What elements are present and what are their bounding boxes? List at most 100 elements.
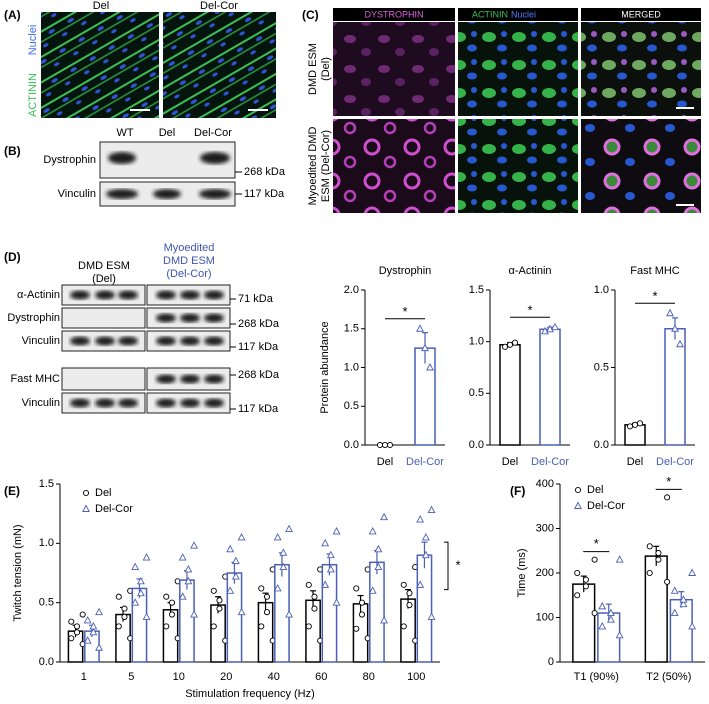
data-point xyxy=(406,590,413,597)
data-point xyxy=(190,610,199,618)
band xyxy=(95,398,115,408)
data-point xyxy=(305,581,312,588)
bar xyxy=(274,563,290,663)
y-tick-label: 0.0 xyxy=(469,439,484,451)
data-point xyxy=(136,576,145,585)
size-label: 268 kDa xyxy=(238,318,280,330)
data-point xyxy=(311,593,318,600)
x-tick-label: Del xyxy=(627,456,644,468)
data-point xyxy=(598,601,607,610)
column-label: Del-Cor xyxy=(200,0,238,12)
data-point xyxy=(237,532,246,541)
data-point xyxy=(606,615,615,623)
data-point xyxy=(676,339,684,348)
band xyxy=(153,189,181,199)
legend-marker: 117 kDa xyxy=(238,403,279,415)
data-point xyxy=(226,544,235,553)
data-point xyxy=(368,586,377,594)
data-point xyxy=(89,627,98,636)
significance-label: * xyxy=(527,303,532,318)
band xyxy=(200,152,230,164)
band xyxy=(70,290,90,300)
data-point xyxy=(631,421,639,428)
y-tick-label: 0.0 xyxy=(39,656,54,668)
significance-label: * xyxy=(594,536,599,551)
bar xyxy=(369,561,385,663)
band xyxy=(180,313,200,323)
legend-label: Del xyxy=(95,487,112,499)
y-tick-label: 1.0 xyxy=(469,336,484,348)
x-tick-label: 40 xyxy=(268,671,280,683)
header-bar xyxy=(333,8,455,21)
blot xyxy=(61,367,146,391)
panel-label: (B) xyxy=(4,144,21,158)
data-point xyxy=(670,608,679,616)
data-point xyxy=(664,578,671,585)
data-point xyxy=(326,564,335,573)
data-point xyxy=(142,553,151,561)
x-tick-label: Del-Cor xyxy=(656,456,694,468)
band xyxy=(204,313,224,323)
data-point xyxy=(216,605,223,612)
y-tick-label: 0.5 xyxy=(39,597,54,609)
data-point xyxy=(664,494,671,501)
band xyxy=(118,336,138,346)
data-point xyxy=(95,643,104,651)
data-point xyxy=(121,613,128,620)
bar xyxy=(539,328,561,446)
data-point xyxy=(626,423,634,430)
data-point xyxy=(210,623,217,630)
y-tick-label: 0.0 xyxy=(344,439,359,451)
y-tick-label: 1.0 xyxy=(39,537,54,549)
data-point xyxy=(688,621,697,630)
panel-label: (A) xyxy=(4,8,21,22)
chart-title: Dystrophin xyxy=(379,265,432,277)
data-point xyxy=(115,593,122,600)
data-point xyxy=(416,324,424,332)
band xyxy=(95,290,115,300)
row-label: Dystrophin xyxy=(7,312,60,324)
data-point xyxy=(210,587,217,594)
header-label: ACTININ xyxy=(472,9,508,19)
data-point xyxy=(427,505,436,514)
data-point xyxy=(95,607,104,616)
header-bar xyxy=(458,8,578,21)
header-bar xyxy=(581,8,701,21)
header-label: Nuclei xyxy=(511,9,536,19)
micrograph xyxy=(163,12,276,118)
data-point xyxy=(506,341,514,348)
data-point xyxy=(136,588,145,597)
data-point xyxy=(636,420,644,427)
band xyxy=(156,290,176,300)
data-point xyxy=(679,599,688,608)
lane-label: Del-Cor xyxy=(194,127,232,139)
header-label: DYSTROPHIN xyxy=(364,9,423,19)
micrograph xyxy=(581,119,701,213)
legend-label: Del-Cor xyxy=(95,503,133,515)
x-tick-label: 80 xyxy=(363,671,375,683)
micrograph xyxy=(458,22,578,116)
x-axis-label: Stimulation frequency (Hz) xyxy=(185,688,315,700)
row-label: ESM (Del-Cor) xyxy=(320,130,332,202)
data-point xyxy=(231,572,240,580)
data-point xyxy=(79,611,86,618)
stain-label: ACTININ xyxy=(27,73,39,117)
data-point xyxy=(574,501,582,509)
band xyxy=(204,290,224,300)
x-tick-label: 10 xyxy=(173,671,185,683)
band xyxy=(204,374,224,384)
row-label: Vinculin xyxy=(22,397,60,409)
y-tick-label: 0.5 xyxy=(344,400,359,412)
x-tick-label: T1 (90%) xyxy=(574,671,619,683)
header-label: MERGED xyxy=(621,9,661,19)
significance-label: * xyxy=(652,289,657,304)
x-tick-label: Del xyxy=(502,456,519,468)
band xyxy=(180,374,200,384)
band xyxy=(118,290,138,300)
data-point xyxy=(82,504,90,512)
band xyxy=(70,398,90,408)
row-label: Dystrophin xyxy=(43,154,96,166)
stain-label: Nuclei xyxy=(27,25,39,56)
group-label: (Del) xyxy=(92,273,116,285)
